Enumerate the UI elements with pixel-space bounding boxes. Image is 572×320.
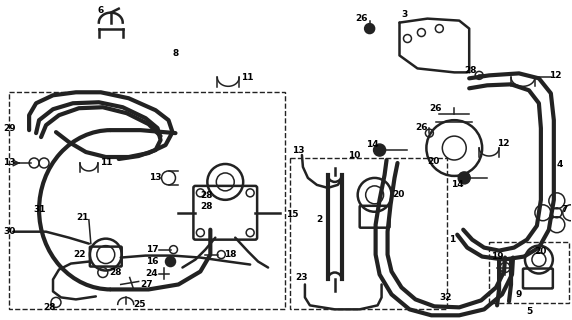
Text: 15: 15 (286, 210, 299, 219)
Text: 19: 19 (491, 252, 504, 261)
Text: 28: 28 (200, 191, 213, 200)
Text: 23: 23 (295, 273, 308, 282)
Text: 4: 4 (557, 160, 563, 170)
Text: 2: 2 (316, 215, 322, 224)
Text: 25: 25 (134, 300, 146, 309)
Text: 8: 8 (173, 49, 178, 58)
Text: 5: 5 (526, 307, 532, 316)
Text: 13: 13 (149, 173, 161, 182)
Text: 13: 13 (3, 158, 16, 167)
Text: 26: 26 (415, 123, 428, 132)
Text: 20: 20 (392, 190, 405, 199)
Text: 1: 1 (449, 235, 455, 244)
Text: 14: 14 (451, 180, 464, 189)
Text: 18: 18 (224, 250, 237, 259)
Text: 21: 21 (76, 213, 89, 222)
Text: 9: 9 (516, 290, 522, 299)
Text: 14: 14 (366, 140, 378, 148)
Text: 11: 11 (241, 73, 254, 82)
Bar (9, 92, 285, 309)
Circle shape (365, 24, 375, 34)
Text: 22: 22 (73, 250, 85, 259)
Text: 10: 10 (348, 150, 360, 160)
Bar (489, 242, 569, 303)
Text: 6: 6 (98, 6, 104, 15)
Text: 27: 27 (141, 280, 153, 289)
Text: 20: 20 (427, 157, 440, 166)
Circle shape (374, 144, 386, 156)
Circle shape (458, 172, 470, 184)
Text: 30: 30 (3, 227, 15, 236)
Text: 31: 31 (33, 205, 46, 214)
Text: 13: 13 (292, 146, 304, 155)
Text: 26: 26 (430, 104, 442, 113)
Text: 16: 16 (146, 257, 158, 266)
Text: 29: 29 (3, 124, 16, 132)
Text: 24: 24 (146, 269, 158, 278)
Text: 26: 26 (356, 14, 368, 23)
Text: 20: 20 (534, 247, 546, 256)
Text: 28: 28 (109, 268, 121, 277)
Text: 32: 32 (439, 293, 452, 302)
Text: 28: 28 (464, 66, 476, 75)
Text: 7: 7 (562, 205, 568, 214)
Text: 11: 11 (100, 158, 112, 167)
Text: 12: 12 (497, 139, 510, 148)
Text: 28: 28 (43, 303, 55, 312)
Text: 3: 3 (402, 10, 408, 19)
Circle shape (165, 257, 176, 267)
Text: 28: 28 (200, 202, 213, 211)
Text: 12: 12 (549, 71, 561, 80)
Bar (290, 158, 447, 309)
Text: 17: 17 (146, 245, 158, 254)
